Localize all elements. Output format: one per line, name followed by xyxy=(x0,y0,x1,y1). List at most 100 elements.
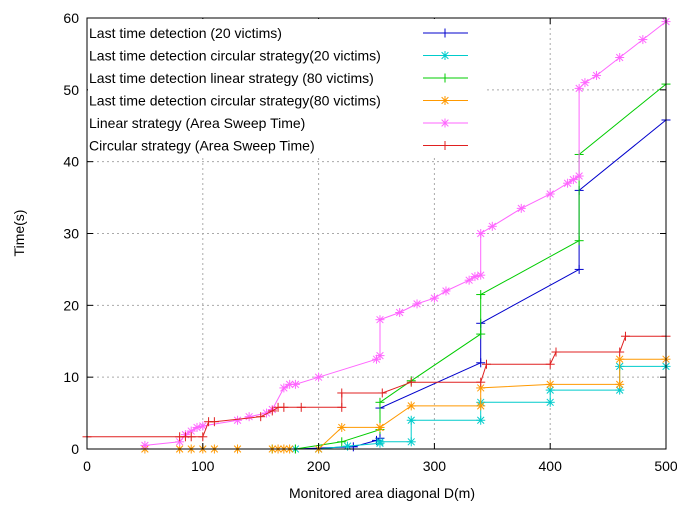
legend-marker xyxy=(440,141,450,150)
data-point xyxy=(476,383,486,393)
data-point xyxy=(406,437,416,447)
data-point xyxy=(476,358,486,368)
data-point xyxy=(516,203,526,213)
data-point xyxy=(337,388,347,398)
data-point xyxy=(348,442,358,452)
y-axis-label: Time(s) xyxy=(11,210,27,257)
data-point xyxy=(406,401,416,411)
data-point xyxy=(441,286,451,296)
data-point xyxy=(375,351,385,361)
y-tick-label: 40 xyxy=(63,154,79,170)
data-point xyxy=(476,329,486,339)
data-point xyxy=(551,347,561,357)
series-4 xyxy=(140,354,671,454)
y-tick-label: 10 xyxy=(63,369,79,385)
data-point xyxy=(198,432,208,442)
data-point xyxy=(395,308,405,318)
x-axis-label: Monitored area diagonal D(m) xyxy=(289,485,475,501)
legend: Last time detection (20 victims) Last tim… xyxy=(88,19,484,158)
data-point xyxy=(487,221,497,231)
data-point xyxy=(545,397,555,407)
legend-label: Linear strategy (Area Sweep Time) xyxy=(89,115,305,131)
data-point xyxy=(476,415,486,425)
x-tick-label: 200 xyxy=(307,458,331,474)
data-point xyxy=(406,415,416,425)
data-point xyxy=(375,397,385,407)
data-point xyxy=(198,421,208,431)
data-point xyxy=(470,272,480,282)
data-point xyxy=(296,402,306,412)
legend-label: Last time detection linear strategy (80 … xyxy=(89,70,374,86)
data-point xyxy=(620,331,630,341)
data-point xyxy=(464,275,474,285)
data-point xyxy=(140,440,150,450)
x-tick-label: 400 xyxy=(539,458,563,474)
legend-label: Last time detection circular strategy(20… xyxy=(89,48,381,64)
data-point xyxy=(476,377,486,387)
y-tick-label: 50 xyxy=(63,82,79,98)
data-point xyxy=(574,83,584,93)
data-point xyxy=(580,78,590,88)
data-point xyxy=(337,402,347,412)
data-point xyxy=(412,299,422,309)
y-tick-label: 0 xyxy=(71,441,79,457)
data-point xyxy=(574,264,584,274)
data-point xyxy=(337,422,347,432)
data-point xyxy=(592,70,602,80)
data-point xyxy=(375,422,385,432)
data-point xyxy=(545,379,555,389)
data-point xyxy=(545,189,555,199)
data-point xyxy=(574,171,584,181)
data-point xyxy=(290,379,300,389)
data-point xyxy=(476,229,486,238)
y-axis-ticks: 0 10 20 30 40 50 60 xyxy=(63,10,666,457)
legend-marker xyxy=(440,51,450,60)
data-point xyxy=(233,415,243,425)
data-point xyxy=(209,417,219,427)
data-point xyxy=(279,402,289,412)
y-tick-label: 20 xyxy=(63,297,79,313)
data-point xyxy=(476,290,486,300)
data-point xyxy=(375,437,385,447)
data-point xyxy=(256,412,266,422)
data-point xyxy=(545,359,555,369)
y-tick-label: 30 xyxy=(63,226,79,242)
data-point xyxy=(638,35,648,45)
legend-marker xyxy=(440,118,450,128)
legend-marker xyxy=(440,96,450,105)
data-point xyxy=(615,379,625,389)
x-tick-label: 300 xyxy=(423,458,447,474)
data-point xyxy=(545,385,555,395)
series-line xyxy=(295,365,666,450)
data-point xyxy=(574,236,584,246)
data-point xyxy=(192,422,202,432)
data-point xyxy=(244,412,254,422)
legend-marker xyxy=(440,73,450,83)
data-point xyxy=(279,383,289,393)
legend-marker xyxy=(440,28,450,38)
data-point xyxy=(429,293,439,303)
data-point xyxy=(375,315,385,325)
data-point xyxy=(267,406,277,416)
legend-label: Last time detection circular strategy(80… xyxy=(89,93,381,109)
data-point xyxy=(186,432,196,442)
data-point xyxy=(482,359,492,369)
x-tick-label: 100 xyxy=(191,458,215,474)
x-tick-label: 0 xyxy=(83,458,91,474)
data-point xyxy=(476,401,486,411)
legend-label: Circular strategy (Area Sweep Time) xyxy=(89,138,315,154)
series-line xyxy=(87,335,666,438)
data-point xyxy=(615,347,625,357)
legend-label: Last time detection (20 victims) xyxy=(89,25,282,41)
data-point xyxy=(175,437,185,447)
x-tick-label: 500 xyxy=(654,458,677,474)
x-axis-ticks: 0 100 200 300 400 500 xyxy=(83,18,677,474)
data-point xyxy=(377,388,387,398)
data-point xyxy=(563,178,573,188)
legend-background xyxy=(88,19,484,158)
data-point xyxy=(476,270,486,280)
data-point xyxy=(406,377,416,387)
y-tick-label: 60 xyxy=(63,10,79,26)
series-6 xyxy=(82,331,671,442)
